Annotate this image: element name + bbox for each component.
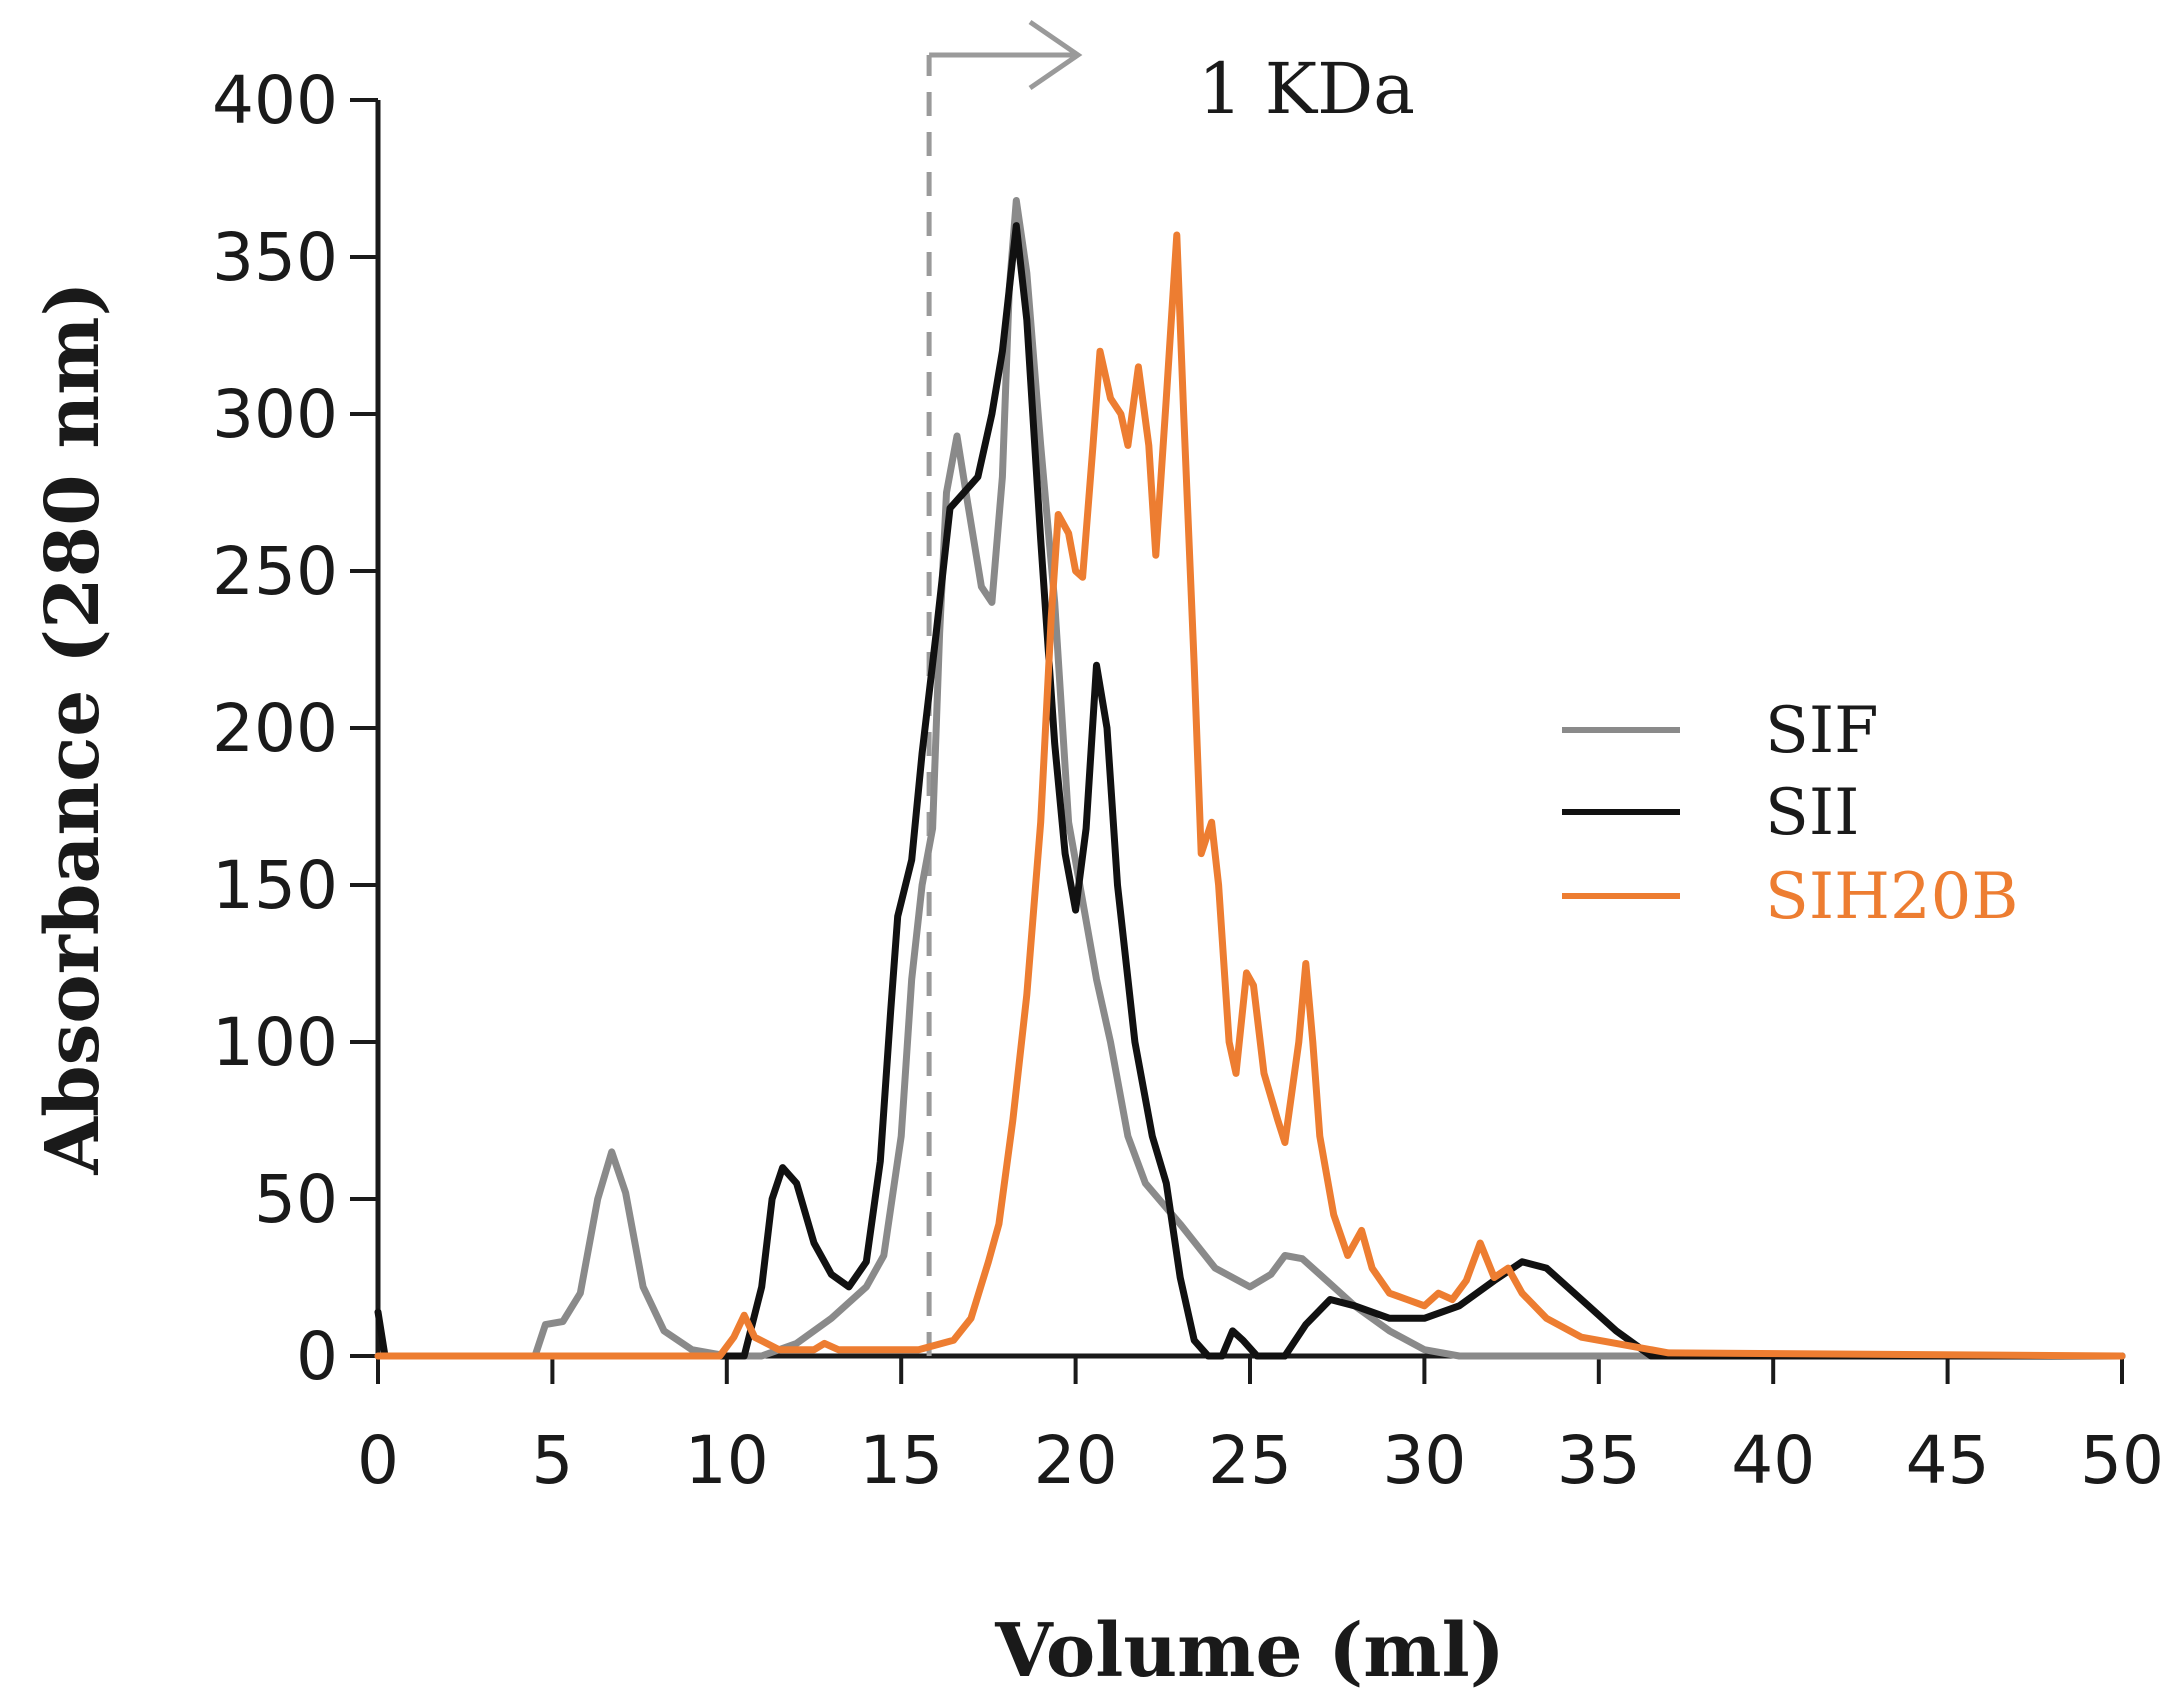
legend: SIF SII SIH20B <box>1562 694 2018 934</box>
y-tick-label: 200 <box>212 690 338 767</box>
y-tick-label: 250 <box>212 533 338 610</box>
y-tick-label: 150 <box>212 847 338 924</box>
x-tick-label: 45 <box>1906 1422 1990 1499</box>
y-tick-label: 400 <box>212 62 338 139</box>
x-tick-label: 40 <box>1731 1422 1815 1499</box>
series-line-sih20b <box>374 231 2126 1360</box>
axes: 0 50 100 150 200 250 300 350 400 0 5 10 15 20 25 30 35 40… <box>30 62 2164 1694</box>
arrow-right-icon <box>1028 19 1083 91</box>
x-tick-label: 15 <box>859 1422 943 1499</box>
y-tick-label: 0 <box>296 1318 338 1395</box>
series-line-sif <box>374 197 2126 1360</box>
y-tick-label: 50 <box>254 1161 338 1238</box>
legend-label-sif: SIF <box>1765 694 1879 768</box>
cutoff-label: 1 KDa <box>1198 48 1415 130</box>
x-tick-label: 35 <box>1557 1422 1641 1499</box>
x-axis-title: Volume (ml) <box>994 1608 1504 1694</box>
x-tick-label: 10 <box>685 1422 769 1499</box>
x-tick-label: 25 <box>1208 1422 1292 1499</box>
x-tick-label: 50 <box>2080 1422 2164 1499</box>
series-layer <box>374 197 2126 1360</box>
y-tick-label: 300 <box>212 376 338 453</box>
series-line-sii <box>374 222 2126 1360</box>
y-tick-label: 350 <box>212 219 338 296</box>
legend-label-sii: SII <box>1765 776 1859 850</box>
x-tick-label: 30 <box>1382 1422 1466 1499</box>
y-tick-label: 100 <box>212 1004 338 1081</box>
annotation: 1 KDa <box>926 19 1415 1356</box>
legend-label-sih20b: SIH20B <box>1765 860 2018 934</box>
y-axis-title: Absorbance (280 nm) <box>30 282 116 1176</box>
x-tick-label: 5 <box>531 1422 573 1499</box>
x-tick-label: 0 <box>357 1422 399 1499</box>
x-tick-label: 20 <box>1034 1422 1118 1499</box>
